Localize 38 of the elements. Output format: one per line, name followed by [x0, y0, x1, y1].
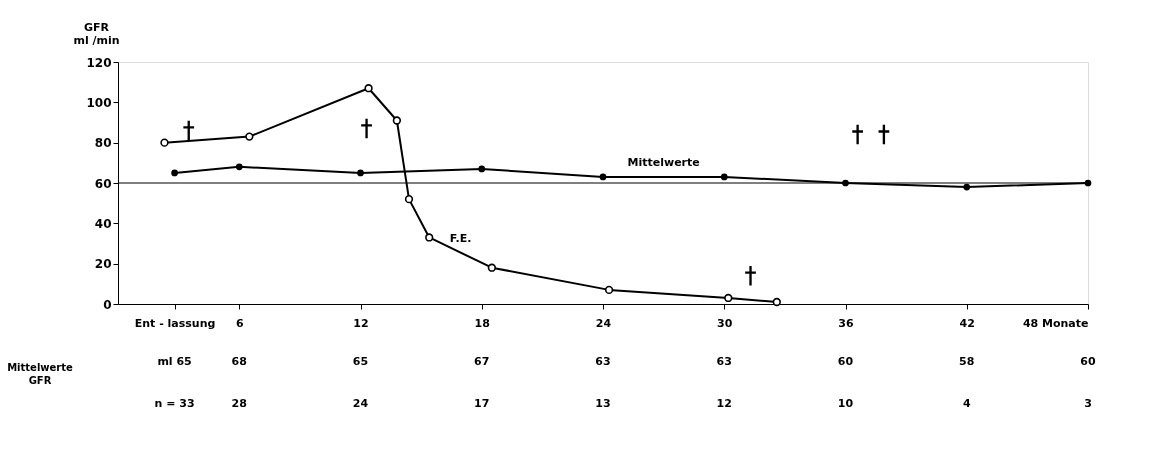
text: 65: [352, 355, 369, 368]
y-tick-label: 120: [86, 55, 112, 70]
text: 67: [474, 355, 490, 368]
y-tick-label: 60: [94, 176, 112, 191]
text: 12: [716, 397, 732, 410]
text: 28: [231, 397, 247, 410]
y-tick-label: 20: [94, 257, 112, 272]
x-tick-label: 24: [595, 316, 612, 330]
x-tick-label: 6: [235, 316, 244, 330]
text: n = 33: [154, 397, 195, 410]
x-tick-label: 42: [959, 316, 975, 330]
text: ml 65: [157, 355, 192, 368]
text: 17: [474, 397, 490, 410]
y-tick-label: 0: [103, 297, 112, 312]
text: 24: [352, 397, 369, 410]
text: 4: [962, 397, 971, 410]
text: 60: [837, 355, 854, 368]
text: 63: [595, 355, 611, 368]
x-tick-label: 48 Monate: [1022, 316, 1089, 330]
text: 60: [1080, 355, 1096, 368]
y-tick-label: 100: [86, 95, 112, 110]
x-tick-label: 36: [838, 316, 854, 330]
text: 68: [231, 355, 247, 368]
text: 3: [1084, 397, 1092, 410]
text: 13: [595, 397, 611, 410]
text: Mittelwerte GFR: [7, 362, 74, 386]
x-tick-label: 18: [474, 316, 490, 330]
y-tick-label: 40: [94, 216, 112, 231]
x-tick-label: Ent - lassung: [134, 316, 216, 330]
series-label: F.E.: [449, 231, 472, 245]
text: 63: [716, 355, 732, 368]
y-tick-label: 80: [94, 136, 112, 151]
series-label: Mittelwerte: [627, 155, 700, 169]
text: 10: [837, 397, 854, 410]
x-tick-label: 12: [353, 316, 369, 330]
text: 58: [959, 355, 975, 368]
x-tick-label: 30: [717, 316, 733, 330]
y-axis-title: GFR ml /min: [73, 20, 120, 47]
